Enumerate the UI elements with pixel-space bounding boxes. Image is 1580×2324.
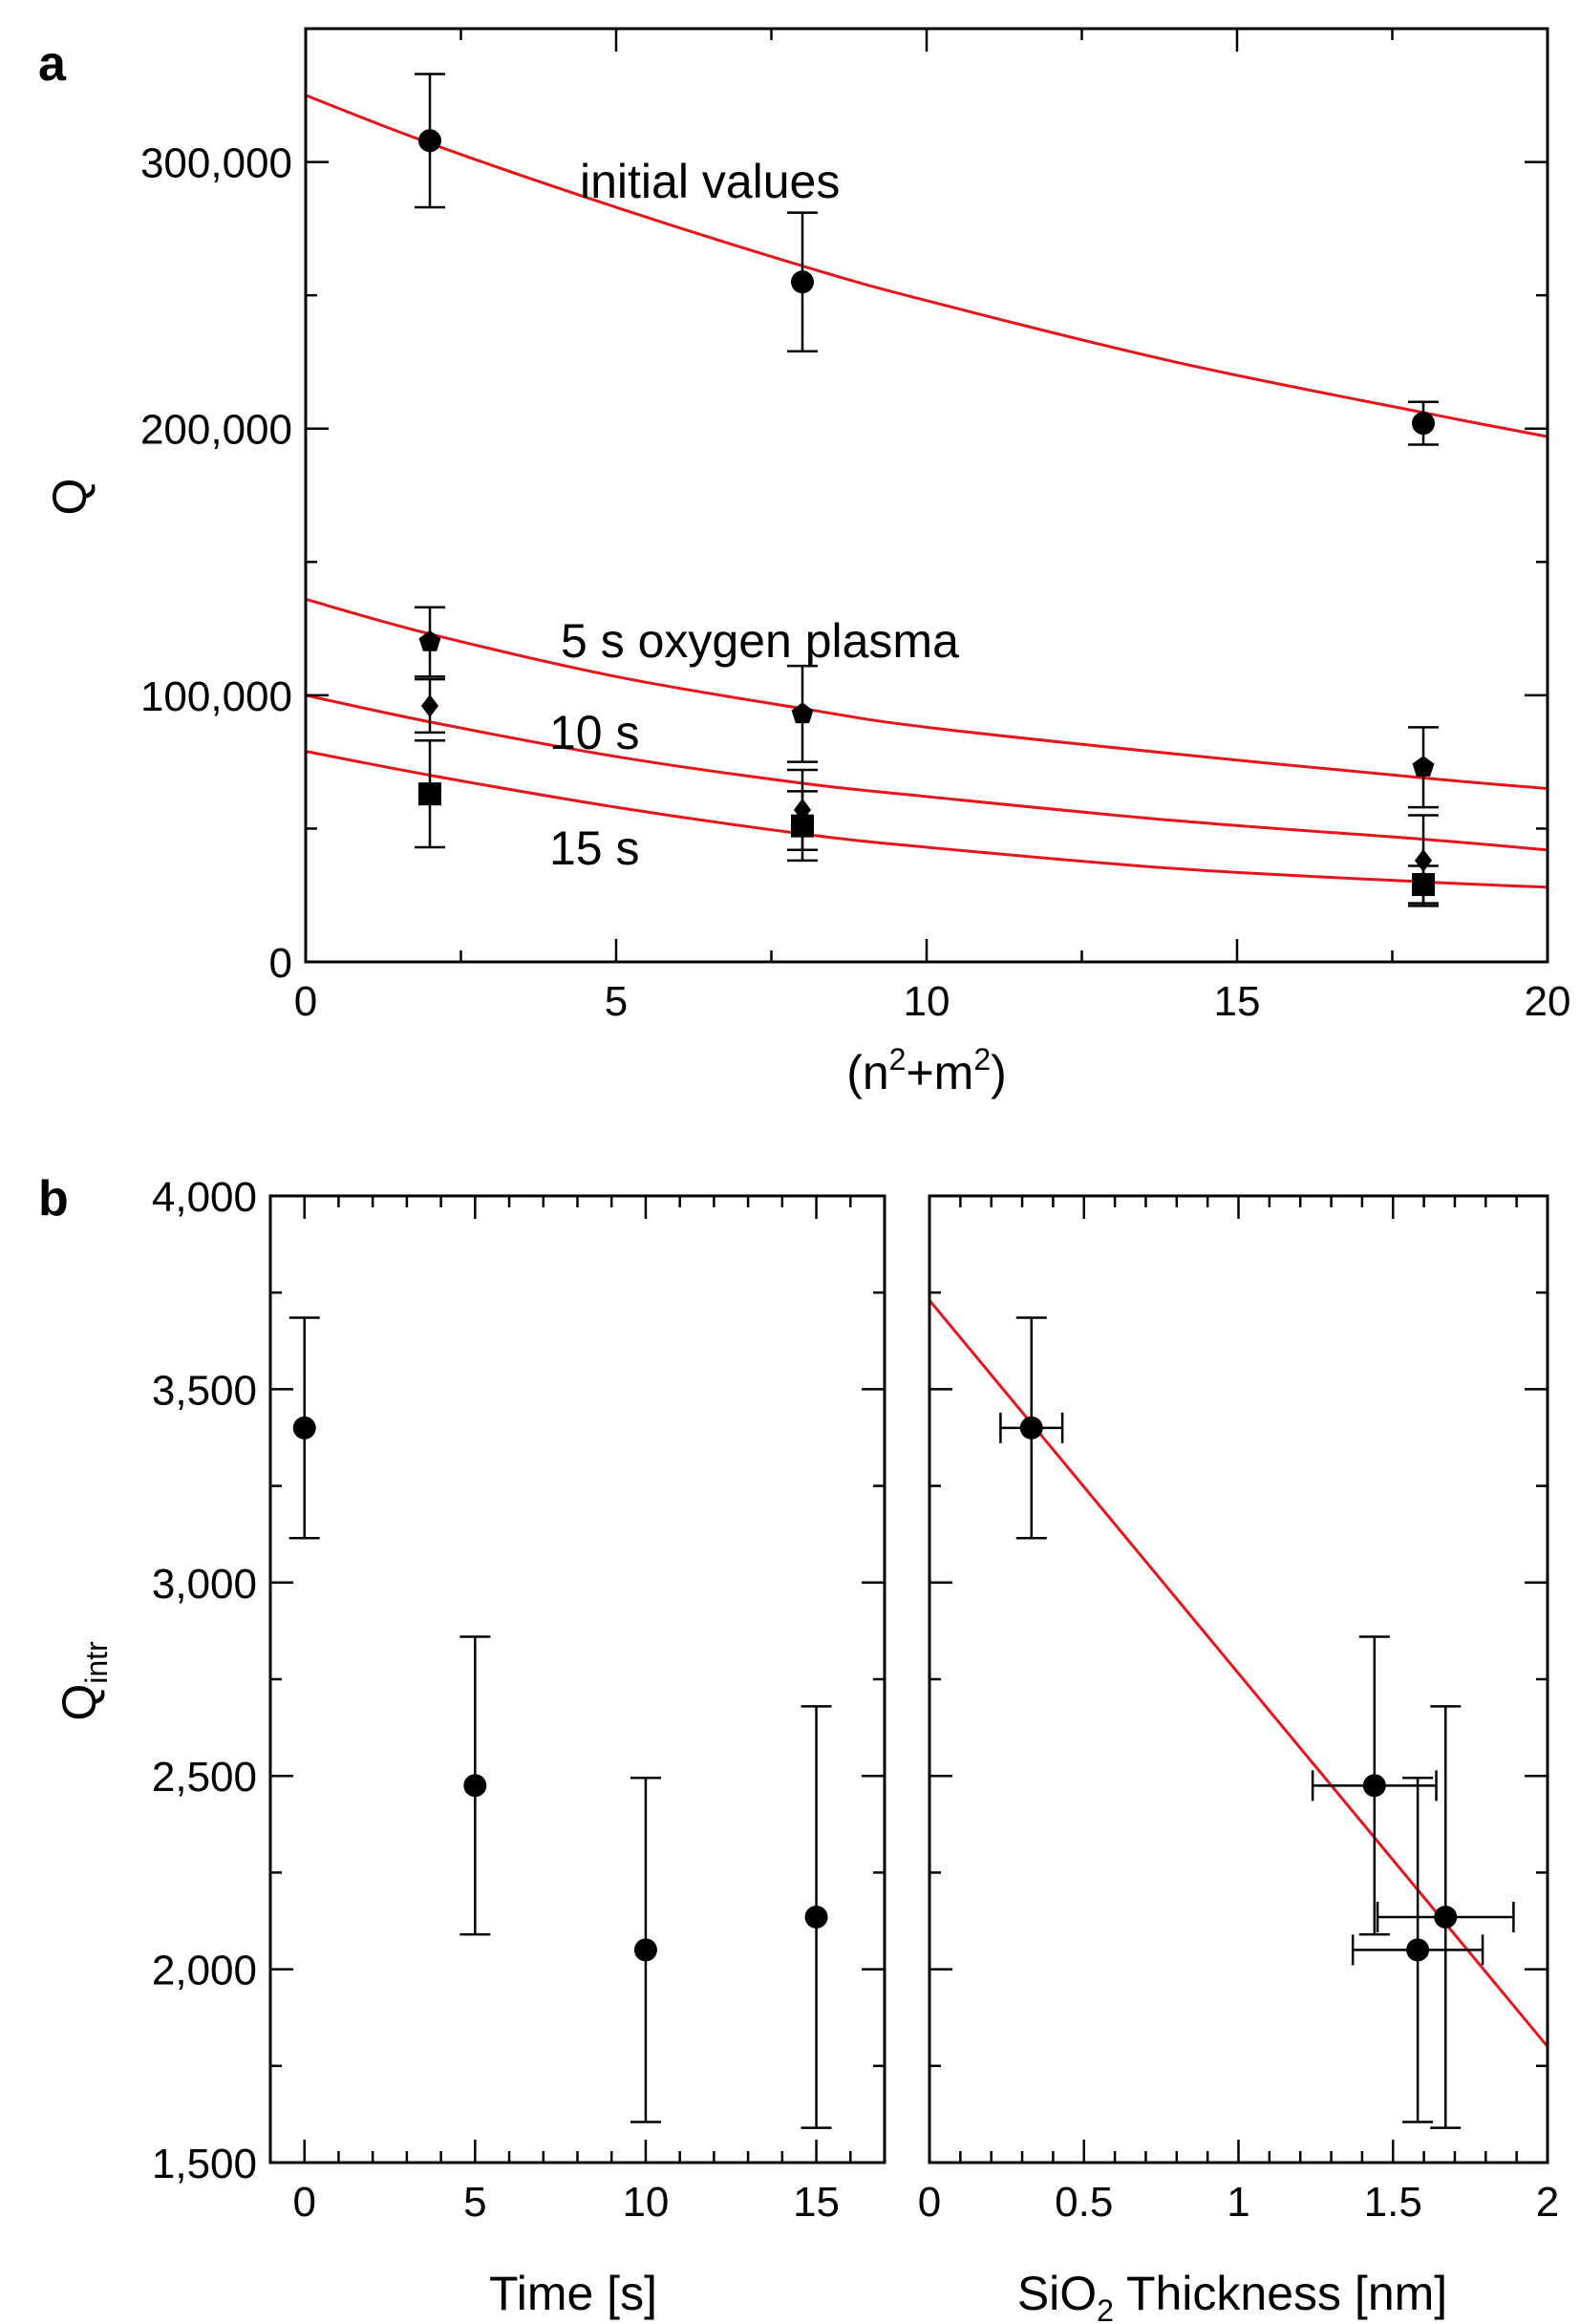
data-point-circle [1019,1416,1043,1439]
data-point-circle [791,270,814,294]
data-point-square [418,782,441,806]
data-point-circle [1362,1774,1386,1798]
y-tick-label: 3,000 [152,1561,257,1608]
panel-a-tick-labels: 0 5 10 15 20 0 100,000 200,000 300,000 [140,140,1571,1025]
y-tick-label: 2,000 [152,1948,257,1994]
data-point-circle [633,1938,657,1962]
panel-b-thickness-error-bars [999,1316,1515,2129]
data-point-pentagon [1412,756,1435,777]
panel-b-time-xlabel: Time [s] [489,2267,657,2320]
data-point-circle [1412,412,1435,436]
y-tick-label: 3,500 [152,1367,257,1414]
panel-b-thickness-plot: 0 0.5 1 1.5 2 SiO2 Thickness [nm] [918,1194,1559,2324]
fit-curve-series-3 [305,750,1548,889]
fit-curve-series-0 [928,1299,1549,2048]
panel-b-time-tick-labels: 0 5 10 15 1,500 2,000 2,500 3,000 3,500 4,000 [152,1174,840,2226]
x-tick-label: 0 [292,2179,315,2226]
y-tick-label: 4,000 [152,1174,257,1221]
panel-a-xlabel: (n2+m2) [846,1042,1007,1099]
x-tick-label: 5 [605,978,628,1025]
x-tick-label: 1.5 [1364,2179,1422,2226]
x-tick-label: 0 [918,2179,941,2226]
panel-a-fit-curves [305,94,1548,889]
data-point-square [1412,873,1435,897]
panel-a-letter: a [38,36,67,92]
panel-b-letter: b [38,1171,69,1226]
x-tick-label: 15 [793,2179,840,2226]
data-point-circle [292,1416,316,1439]
panel-a-ylabel: Q [43,479,96,516]
data-point-diamond [421,694,438,718]
data-point-circle [463,1774,487,1798]
panel-b-time-frame [268,1194,886,2164]
y-tick-label: 300,000 [140,140,292,187]
data-point-pentagon [791,702,814,724]
x-tick-label: 10 [904,978,950,1025]
panel-b-thickness-xlabel: SiO2 Thickness [nm] [1017,2267,1447,2324]
panel-b-time-markers [292,1416,828,1962]
x-tick-label: 0.5 [1055,2179,1113,2226]
panel-b-thickness-ticks [928,1194,1549,2164]
y-tick-label: 100,000 [140,673,292,720]
panel-b-time-plot: 0 5 10 15 1,500 2,000 2,500 3,000 3,500 4,000 Tim… [53,1174,886,2320]
x-tick-label: 0 [294,978,317,1025]
panel-b-thickness-frame [928,1194,1549,2164]
annotation-initial-values: initial values [580,155,840,208]
panel-b-thickness-fit-line [928,1299,1549,2048]
y-tick-label: 0 [269,940,292,987]
x-tick-label: 20 [1525,978,1571,1025]
data-point-circle [1434,1905,1458,1929]
data-point-circle [1406,1938,1430,1962]
x-tick-label: 2 [1536,2179,1559,2226]
y-tick-label: 200,000 [140,407,292,454]
annotation-5s-oxygen-plasma: 5 s oxygen plasma [561,614,959,668]
panel-a-ticks [304,27,1549,964]
x-tick-label: 10 [622,2179,669,2226]
data-point-square [791,814,814,838]
panel-b-thickness-markers [1019,1416,1458,1962]
annotation-10s: 10 s [549,706,640,759]
panel-b-time-error-bars [288,1316,832,2129]
data-point-circle [804,1905,828,1929]
data-point-circle [418,129,441,153]
y-tick-label: 2,500 [152,1754,257,1801]
annotation-15s: 15 s [549,821,640,875]
panel-b-ylabel: Qintr [53,1641,114,1721]
x-tick-label: 15 [1214,978,1261,1025]
fit-curve-series-1 [305,597,1548,791]
panel-b-thickness-tick-labels: 0 0.5 1 1.5 2 [918,2179,1559,2226]
x-tick-label: 1 [1227,2179,1249,2226]
fit-curve-series-2 [305,693,1548,852]
fit-curve-series-0 [305,94,1548,438]
panel-a-error-bars [415,73,1439,907]
data-point-pentagon [418,630,441,651]
panel-a-plot: 0 5 10 15 20 0 100,000 200,000 300,000 initial v… [43,27,1571,1099]
panel-b-time-ticks [268,1194,886,2164]
x-tick-label: 5 [463,2179,486,2226]
panel-a-frame [304,27,1549,964]
y-tick-label: 1,500 [152,2141,257,2187]
panel-a-markers [418,129,1435,897]
data-point-diamond [1415,848,1432,872]
